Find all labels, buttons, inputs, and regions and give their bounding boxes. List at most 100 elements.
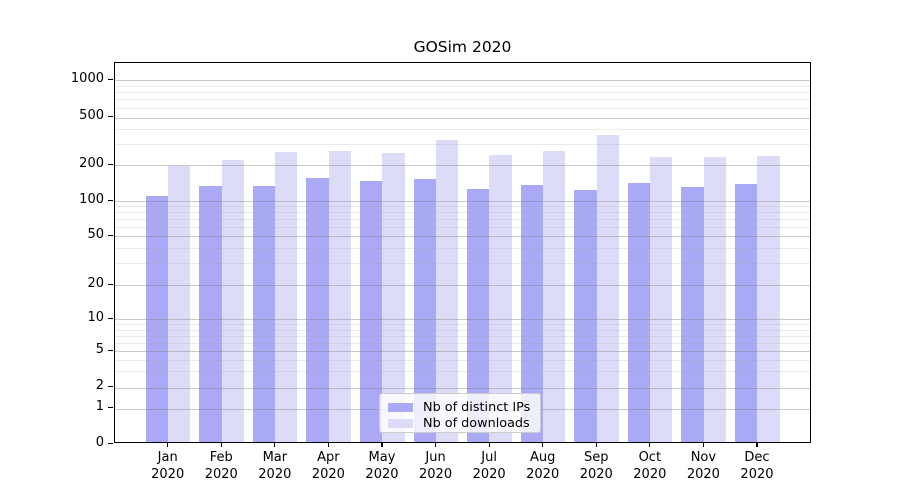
minor-gridline [115, 144, 810, 146]
x-tick-label-mar: Mar 2020 [258, 450, 292, 482]
x-tick-mark [220, 443, 222, 447]
major-gridline [115, 351, 810, 352]
bar-feb-distinct-ips [199, 185, 222, 442]
x-tick-mark [274, 443, 276, 447]
major-gridline [115, 201, 810, 202]
minor-gridline [115, 107, 810, 109]
minor-gridline [115, 263, 810, 265]
minor-gridline [115, 219, 810, 220]
legend: Nb of distinct IPs Nb of downloads [379, 393, 541, 433]
y-tick-label: 5 [95, 341, 104, 357]
legend-label: Nb of distinct IPs [423, 399, 531, 415]
bar-jul-downloads [489, 154, 512, 442]
x-tick-label-feb: Feb 2020 [204, 450, 238, 482]
minor-gridline [115, 324, 810, 326]
x-tick-mark [381, 443, 383, 447]
minor-gridline [115, 359, 810, 361]
y-tick-mark [108, 317, 113, 319]
x-tick-mark [649, 443, 651, 447]
bar-sep-downloads [596, 135, 619, 442]
y-tick-mark [108, 199, 113, 201]
y-tick-label: 10 [87, 309, 104, 325]
bar-aug-downloads [542, 151, 566, 442]
bar-nov-distinct-ips [681, 186, 704, 442]
x-tick-label-aug: Aug 2020 [526, 450, 560, 482]
bar-apr-distinct-ips [306, 177, 329, 442]
legend-swatch-distinct-ips [388, 402, 413, 412]
y-tick-label: 0 [95, 434, 104, 450]
x-tick-mark [327, 443, 329, 447]
minor-gridline [115, 85, 810, 87]
major-gridline [115, 117, 810, 119]
minor-gridline [115, 247, 810, 249]
bar-dec-distinct-ips [734, 184, 758, 442]
minor-gridline [115, 226, 810, 228]
x-tick-label-oct: Oct 2020 [633, 450, 667, 482]
bar-jun-downloads [435, 140, 459, 442]
y-tick-label: 500 [79, 108, 104, 124]
y-tick-mark [108, 283, 113, 285]
minor-gridline [115, 92, 810, 94]
legend-swatch-downloads [388, 418, 413, 428]
x-tick-label-jul: Jul 2020 [472, 450, 506, 482]
y-tick-label: 2 [95, 378, 104, 394]
y-tick-mark [108, 234, 113, 236]
major-gridline [115, 165, 810, 166]
x-tick-mark [756, 443, 758, 447]
bar-aug-distinct-ips [520, 184, 543, 442]
x-tick-mark [488, 443, 490, 447]
y-tick-mark [108, 442, 113, 444]
legend-item-distinct-ips: Nb of distinct IPs [388, 399, 532, 415]
y-tick-label: 50 [87, 226, 104, 242]
bar-feb-downloads [221, 160, 244, 442]
bar-apr-downloads [328, 151, 351, 442]
plot-area [114, 62, 811, 443]
x-tick-label-jan: Jan 2020 [151, 450, 185, 482]
legend-label: Nb of downloads [423, 415, 530, 431]
major-gridline [115, 387, 810, 389]
minor-gridline [115, 371, 810, 373]
bar-jun-distinct-ips [413, 179, 436, 442]
legend-item-downloads: Nb of downloads [388, 415, 532, 431]
x-tick-mark [434, 443, 437, 447]
y-tick-label: 100 [79, 191, 104, 207]
bar-sep-distinct-ips [574, 189, 597, 442]
major-gridline [115, 236, 810, 237]
major-gridline [115, 319, 810, 321]
y-tick-mark [108, 349, 113, 351]
y-tick-label: 200 [79, 155, 104, 171]
bar-oct-distinct-ips [627, 183, 651, 442]
x-tick-label-nov: Nov 2020 [686, 450, 720, 482]
x-tick-label-may: May 2020 [365, 450, 399, 482]
y-tick-mark [108, 163, 113, 165]
bar-may-distinct-ips [359, 180, 383, 442]
bar-mar-downloads [275, 151, 298, 442]
bar-jan-distinct-ips [145, 195, 168, 442]
y-tick-mark [108, 407, 113, 409]
bar-oct-downloads [650, 157, 673, 442]
x-tick-mark [702, 443, 704, 447]
y-tick-mark [108, 78, 113, 80]
x-tick-mark [542, 443, 544, 447]
minor-gridline [115, 342, 810, 344]
x-tick-mark [595, 443, 597, 447]
minor-gridline [115, 99, 810, 101]
bar-nov-downloads [703, 157, 726, 442]
bar-jul-distinct-ips [467, 189, 490, 442]
bar-jan-downloads [168, 165, 191, 442]
x-tick-label-jun: Jun 2020 [419, 450, 453, 482]
x-tick-label-apr: Apr 2020 [311, 450, 345, 482]
minor-gridline [115, 129, 810, 131]
y-tick-label: 20 [87, 275, 104, 291]
major-gridline [115, 285, 810, 286]
minor-gridline [115, 335, 810, 337]
y-tick-label: 1 [95, 399, 104, 415]
chart-title: GOSim 2020 [413, 38, 512, 56]
bar-mar-distinct-ips [252, 185, 276, 442]
x-tick-label-dec: Dec 2020 [740, 450, 774, 482]
x-tick-mark [167, 443, 169, 447]
major-gridline [115, 80, 810, 81]
minor-gridline [115, 329, 810, 331]
bar-may-downloads [382, 153, 405, 442]
y-tick-mark [108, 386, 113, 388]
